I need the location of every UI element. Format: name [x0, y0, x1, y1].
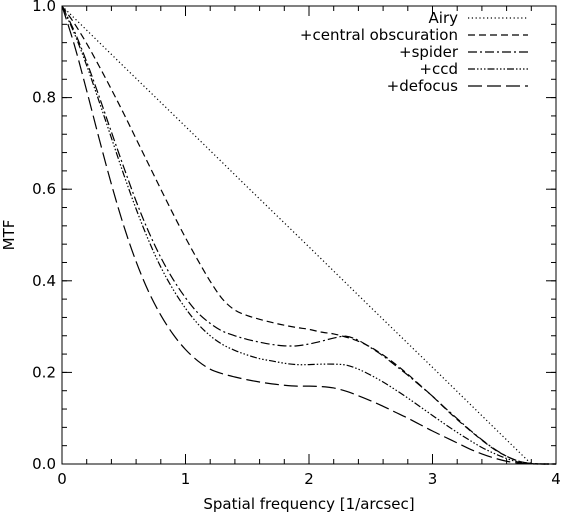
y-tick-label: 0.0 — [32, 455, 56, 473]
series-line-4 — [61, 5, 556, 465]
legend-label-2: +spider — [399, 43, 459, 61]
series-line-3 — [61, 5, 557, 465]
y-tick-label: 0.4 — [32, 272, 56, 290]
y-tick-label: 0.6 — [32, 180, 56, 198]
x-tick-label: 0 — [57, 470, 67, 488]
plot-frame — [61, 5, 557, 465]
legend-label-4: +defocus — [387, 77, 459, 95]
x-tick-label: 2 — [304, 470, 314, 488]
y-axis-label: MTF — [0, 220, 18, 251]
series-line-1 — [61, 5, 557, 465]
legend: Airy+central obscuration+spider+ccd+defo… — [300, 9, 528, 95]
x-tick-label: 3 — [428, 470, 438, 488]
legend-label-1: +central obscuration — [300, 26, 458, 44]
legend-label-3: +ccd — [419, 60, 458, 78]
axis-ticks — [61, 5, 557, 465]
x-tick-label: 1 — [181, 470, 191, 488]
series-line-2 — [61, 5, 557, 465]
y-tick-label: 1.0 — [32, 0, 56, 15]
series-line-0 — [61, 5, 556, 465]
y-tick-label: 0.8 — [32, 89, 56, 107]
x-tick-label: 4 — [551, 470, 561, 488]
legend-label-0: Airy — [429, 9, 459, 27]
x-axis-label: Spatial frequency [1/arcsec] — [203, 495, 414, 513]
plot-series — [61, 5, 557, 465]
y-tick-label: 0.2 — [32, 363, 56, 381]
tick-labels: 0 1 2 3 4 0.0 0.2 0.4 0.6 0.8 1.0 — [32, 0, 561, 488]
